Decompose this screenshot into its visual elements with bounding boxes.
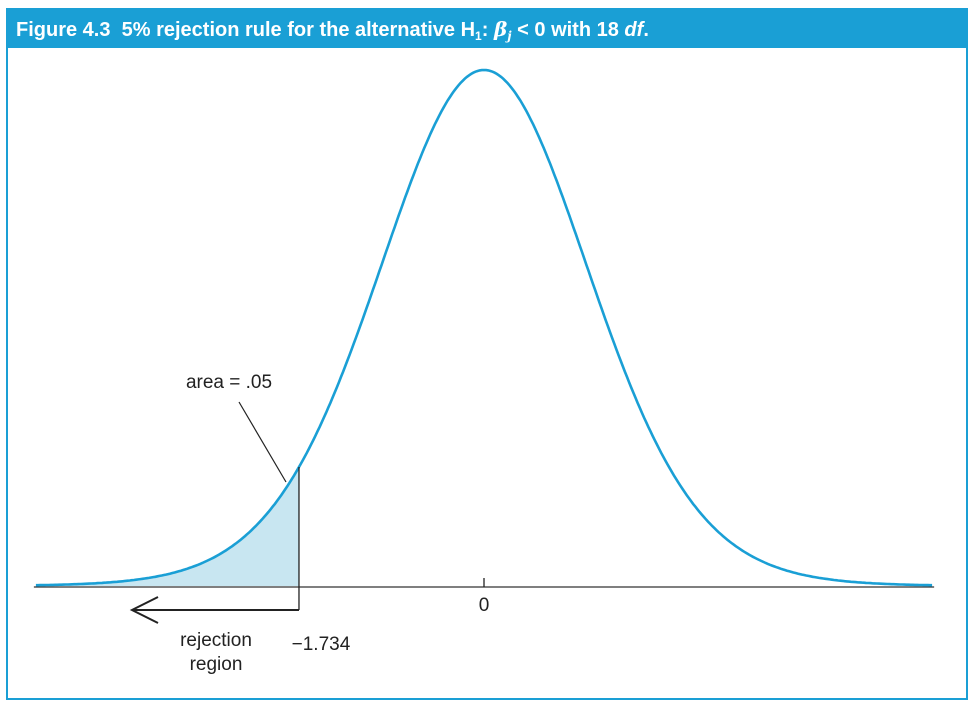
beta-symbol: β (493, 17, 508, 41)
figure-title-prefix: 5% rejection rule for the alternative H (121, 19, 476, 41)
title-colon: : (481, 19, 489, 41)
area-label-leader (238, 401, 287, 483)
df-label: df (624, 19, 644, 41)
h-subscript: 1 (475, 29, 482, 43)
beta-subscript: j (507, 29, 512, 43)
rejection-area-fill (35, 467, 300, 586)
title-relation: < 0 with 18 (511, 19, 625, 41)
rejection-region-label-line2: region (190, 654, 243, 675)
area-label: area = .05 (186, 372, 272, 393)
tick-label-critical: −1.734 (292, 634, 351, 655)
figure-header: Figure 4.3 5% rejection rule for the alt… (8, 10, 966, 48)
rejection-arrow-head (129, 596, 159, 624)
title-period: . (643, 19, 649, 41)
t-density-curve (35, 68, 933, 587)
figure-number: Figure 4.3 (16, 19, 111, 41)
tick-label-zero: 0 (479, 595, 490, 616)
rejection-region-label-line1: rejection (180, 630, 252, 651)
